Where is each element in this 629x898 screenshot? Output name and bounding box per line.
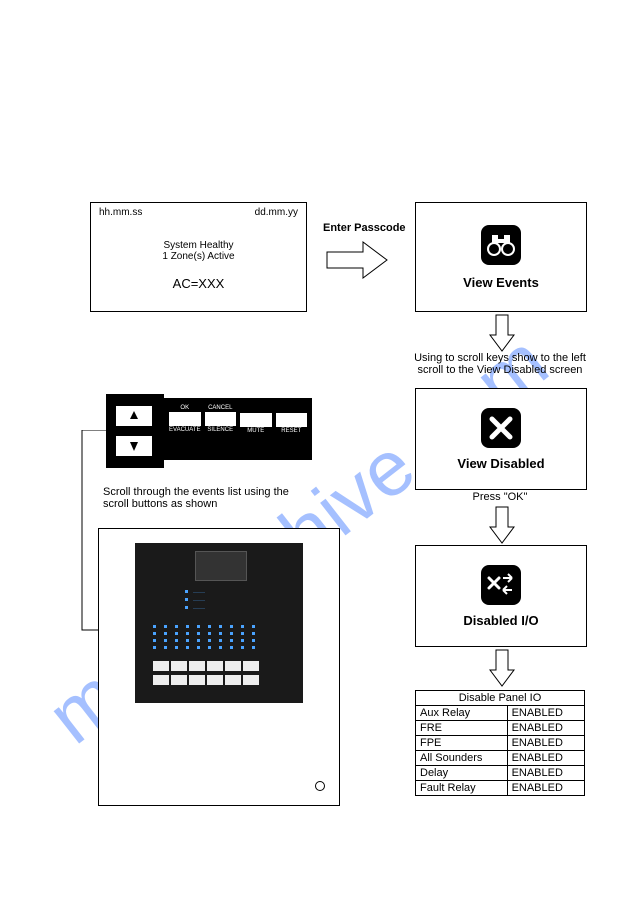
arrow-to-io-table (488, 648, 516, 693)
fire-panel: ——— ——— ——— (135, 543, 303, 703)
view-disabled-panel: View Disabled (415, 388, 587, 490)
arrow-to-disabled-io (488, 505, 516, 550)
table-row: DelayENABLED (416, 766, 585, 781)
disabled-io-panel: Disabled I/O (415, 545, 587, 647)
btn-blank1 (240, 405, 272, 412)
table-row: Aux RelayENABLED (416, 706, 585, 721)
disabled-io-icon (481, 565, 521, 605)
btn-cancel-label: CANCEL (205, 405, 237, 411)
date-label: dd.mm.yy (255, 207, 298, 218)
table-row: Fault RelayENABLED (416, 781, 585, 796)
io-table-title: Disable Panel IO (416, 691, 585, 706)
status-line2: 1 Zone(s) Active (91, 251, 306, 262)
table-row: FREENABLED (416, 721, 585, 736)
btn-blank2 (276, 405, 308, 412)
btn-mute-label: MUTE (240, 428, 272, 434)
status-line1: System Healthy (91, 240, 306, 251)
table-row: FPEENABLED (416, 736, 585, 751)
keyhole-icon (315, 781, 325, 791)
table-row: All SoundersENABLED (416, 751, 585, 766)
press-ok-label: Press "OK" (460, 491, 540, 503)
enter-passcode-label: Enter Passcode (323, 222, 406, 234)
btn-reset-label: RESET (276, 428, 308, 434)
fire-panel-enclosure: ——— ——— ——— (98, 528, 340, 806)
io-table: Disable Panel IO Aux RelayENABLED FREENA… (415, 690, 585, 796)
fire-panel-screen (195, 551, 247, 581)
scroll-instruction-line1: Using to scroll keys show to the left (385, 352, 615, 364)
view-disabled-label: View Disabled (457, 456, 544, 471)
scroll-instruction: Using to scroll keys show to the left sc… (385, 352, 615, 376)
binoculars-icon (481, 225, 521, 265)
arrow-to-view-events (325, 240, 395, 285)
view-events-label: View Events (463, 275, 539, 290)
initial-screen: hh.mm.ss dd.mm.yy System Healthy 1 Zone(… (90, 202, 307, 312)
x-icon (481, 408, 521, 448)
disabled-io-label: Disabled I/O (463, 613, 538, 628)
scroll-instruction-line2: scroll to the View Disabled screen (385, 364, 615, 376)
btn-ok-label: OK (169, 405, 201, 411)
time-label: hh.mm.ss (99, 207, 142, 218)
ac-footer: AC=XXX (91, 276, 306, 291)
btn-silence-label: SILENCE (205, 427, 237, 433)
view-events-panel: View Events (415, 202, 587, 312)
io-table-container: Disable Panel IO Aux RelayENABLED FREENA… (415, 690, 585, 796)
